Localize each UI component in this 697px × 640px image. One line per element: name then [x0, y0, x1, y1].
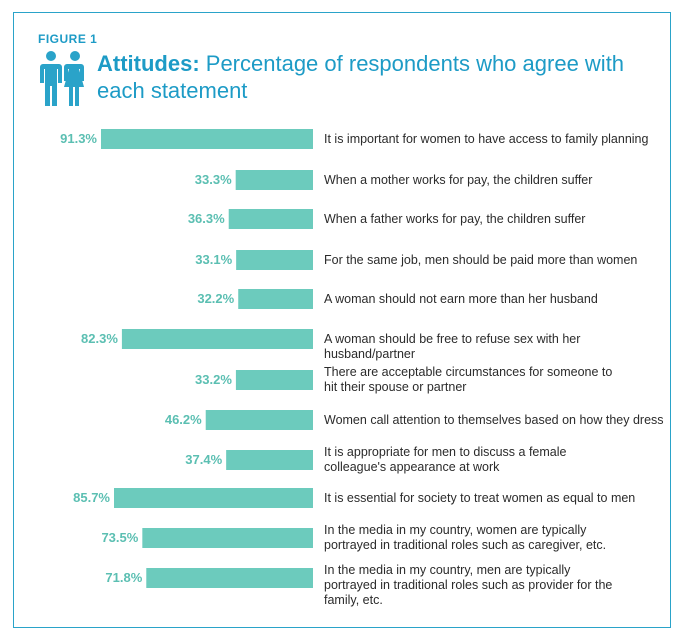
category-label: When a mother works for pay, the childre… [324, 172, 593, 187]
bar-value-label: 33.3% [194, 172, 232, 187]
category-label: When a father works for pay, the childre… [324, 211, 586, 226]
bar [228, 209, 313, 229]
bar-value-label: 33.2% [195, 372, 232, 387]
bar [142, 528, 313, 548]
category-label: It is essential for society to treat wom… [324, 490, 636, 505]
category-label: It is appropriate for men to discuss a f… [324, 445, 567, 474]
bar [235, 170, 313, 190]
category-label: There are acceptable circumstances for s… [324, 365, 613, 394]
bar [236, 250, 313, 270]
bar [238, 289, 313, 309]
bar [146, 568, 313, 588]
bar-value-label: 33.1% [195, 252, 233, 267]
category-label: In the media in my country, women are ty… [324, 523, 607, 552]
bar-value-label: 37.4% [185, 452, 223, 467]
figure-frame [13, 12, 671, 628]
bar [235, 370, 313, 390]
bar-value-label: 46.2% [164, 412, 202, 427]
title-bold: Attitudes: [97, 51, 200, 76]
bar [121, 329, 314, 349]
bar-value-label: 82.3% [81, 331, 118, 346]
bar-value-label: 91.3% [60, 131, 97, 146]
category-label: For the same job, men should be paid mor… [324, 252, 638, 267]
category-label: In the media in my country, men are typi… [324, 563, 613, 607]
bar-value-label: 36.3% [187, 211, 225, 226]
man-woman-icon [40, 51, 84, 106]
title-rest: Percentage of respondents who agree with… [97, 51, 625, 103]
category-label: A woman should be free to refuse sex wit… [324, 331, 581, 361]
bar-value-label: 71.8% [105, 570, 143, 585]
category-label: Women call attention to themselves based… [324, 412, 664, 427]
bar-value-label: 85.7% [73, 490, 110, 505]
bar [114, 488, 313, 508]
category-label: It is important for women to have access… [324, 131, 649, 146]
figure-label: FIGURE 1 [38, 32, 98, 46]
category-label: A woman should not earn more than her hu… [324, 291, 598, 306]
bar-value-label: 32.2% [197, 291, 235, 306]
bar [101, 129, 313, 149]
bar [205, 410, 313, 430]
bar [226, 450, 313, 470]
bar-value-label: 73.5% [101, 530, 139, 545]
chart-title: Attitudes: Percentage of respondents who… [97, 50, 637, 104]
